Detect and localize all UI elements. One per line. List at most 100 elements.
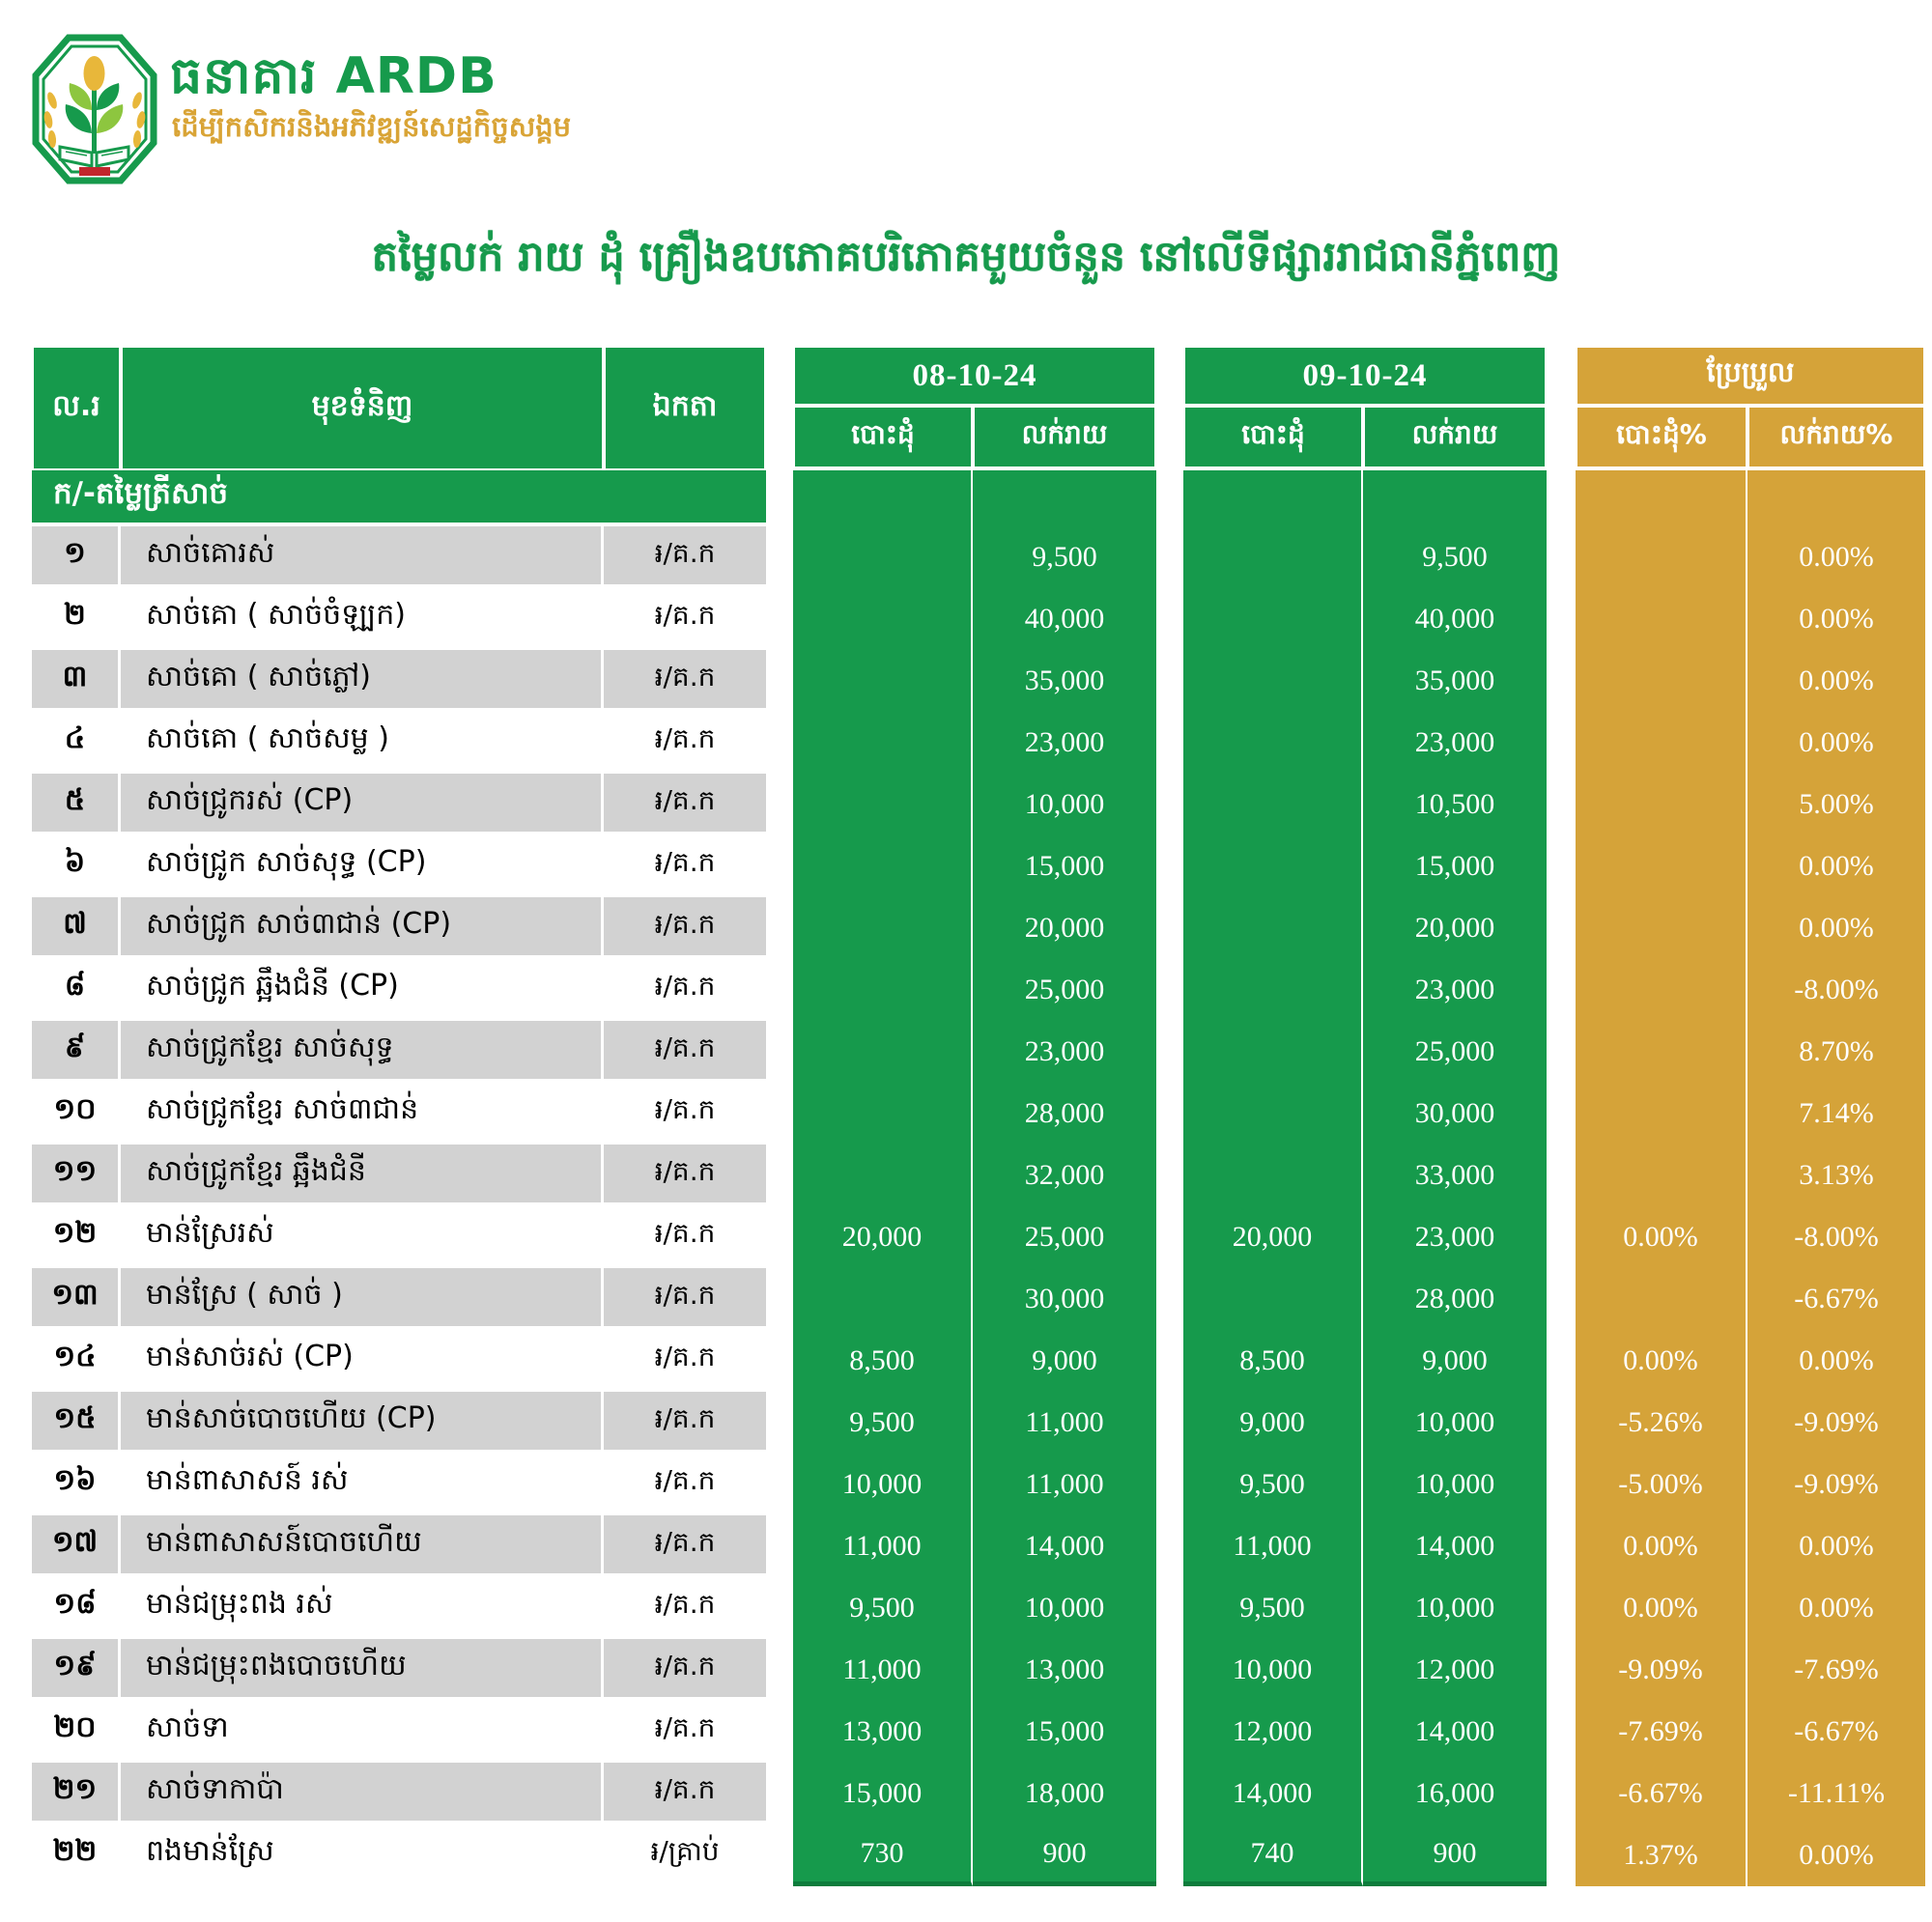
price-d1-retail: 10,000 [973,774,1156,835]
plant-icon [65,56,124,154]
price-d2-wholesale: 8,500 [1183,1330,1363,1392]
price-d1-wholesale: 20,000 [793,1206,973,1268]
product-name: មាន់សាច់បោចហើយ (CP) [121,1392,604,1454]
change-wholesale-pct: 0.00% [1576,1577,1747,1639]
product-name: សាច់ជ្រូកខ្មែរ សាច់សុទ្ធ [121,1021,604,1083]
price-d1-retail: 35,000 [973,650,1156,712]
unit-label: ៛/គ.ក [604,1021,766,1083]
product-name: សាច់ជ្រូក សាច់សុទ្ធ (CP) [121,835,604,897]
price-d2-wholesale [1183,1145,1363,1206]
row-no: ២ [32,588,121,650]
change-wholesale-pct: -6.67% [1576,1763,1747,1824]
unit-label: ៛/គ.ក [604,1763,766,1824]
price-d1-retail: 11,000 [973,1454,1156,1515]
row-no: ២០ [32,1701,121,1763]
price-d1-wholesale [793,588,973,650]
change-retail-pct: 0.00% [1747,526,1925,588]
price-d2-wholesale: 10,000 [1183,1639,1363,1701]
price-d2-wholesale [1183,774,1363,835]
price-d2-retail: 9,500 [1363,526,1547,588]
change-wholesale-pct: -5.00% [1576,1454,1747,1515]
row-no: ១៣ [32,1268,121,1330]
product-name: សាច់ជ្រូក ឆ្អឹងជំនី (CP) [121,959,604,1021]
price-d2-retail: 25,000 [1363,1021,1547,1083]
change-wholesale-pct [1576,650,1747,712]
row-no: ២២ [32,1824,121,1886]
product-name: មាន់ស្រែរស់ [121,1206,604,1268]
price-d1-wholesale: 10,000 [793,1454,973,1515]
price-d1-retail: 23,000 [973,712,1156,774]
price-d2-wholesale [1183,526,1363,588]
product-name: សាច់ទា [121,1701,604,1763]
product-name: សាច់ជ្រូក សាច់៣ជាន់ (CP) [121,897,604,959]
change-retail-pct: -8.00% [1747,959,1925,1021]
price-d1-wholesale [793,835,973,897]
price-d2-wholesale [1183,959,1363,1021]
header-unit: ឯកតា [604,346,766,470]
change-wholesale-pct: -7.69% [1576,1701,1747,1763]
change-retail-pct: -6.67% [1747,1701,1925,1763]
change-wholesale-pct [1576,526,1747,588]
price-d1-wholesale: 15,000 [793,1763,973,1824]
unit-label: ៛/គ.ក [604,835,766,897]
product-name: សាច់ជ្រូកខ្មែរ សាច់៣ជាន់ [121,1083,604,1145]
unit-label: ៛/គ.ក [604,588,766,650]
price-d1-wholesale: 11,000 [793,1515,973,1577]
ardb-logo [31,33,158,185]
price-d1-retail: 11,000 [973,1392,1156,1454]
slab-filler [973,470,1156,526]
change-retail-pct: 0.00% [1747,588,1925,650]
price-d1-retail: 15,000 [973,835,1156,897]
price-d1-retail: 9,500 [973,526,1156,588]
product-name: ពងមាន់ស្រែ [121,1824,604,1886]
unit-label: ៛/គ.ក [604,1330,766,1392]
change-retail-pct: 0.00% [1747,1330,1925,1392]
product-name: មាន់ជម្រុះពង រស់ [121,1577,604,1639]
product-name: មាន់ពាសាសន៍បោចហើយ [121,1515,604,1577]
product-name: សាច់គោ ( សាច់ចំឡ្បក) [121,588,604,650]
row-no: ១២ [32,1206,121,1268]
price-d2-retail: 10,000 [1363,1392,1547,1454]
header-date-1: 08-10-24 [793,346,1156,406]
price-d1-wholesale [793,897,973,959]
price-d1-wholesale [793,712,973,774]
row-no: ៧ [32,897,121,959]
brand-tagline: ដើម្បីកសិករនិងអភិវឌ្ឍន៍សេដ្ឋកិច្ចសង្គម [172,110,572,143]
change-wholesale-pct [1576,712,1747,774]
row-no: ១៩ [32,1639,121,1701]
slab-filler [1183,470,1363,526]
change-wholesale-pct [1576,959,1747,1021]
unit-label: ៛/គ.ក [604,650,766,712]
change-retail-pct: 0.00% [1747,650,1925,712]
product-name: មាន់ស្រែ ( សាច់ ) [121,1268,604,1330]
slab-filler [1363,470,1547,526]
price-d2-retail: 23,000 [1363,1206,1547,1268]
book-icon [58,145,130,168]
price-d1-retail: 18,000 [973,1763,1156,1824]
price-d1-wholesale [793,526,973,588]
price-d2-retail: 10,500 [1363,774,1547,835]
change-retail-pct: 0.00% [1747,712,1925,774]
product-name: សាច់គោ ( សាច់ភ្លៅ) [121,650,604,712]
price-d1-wholesale [793,1145,973,1206]
price-d2-retail: 10,000 [1363,1454,1547,1515]
price-d1-retail: 28,000 [973,1083,1156,1145]
price-d1-retail: 10,000 [973,1577,1156,1639]
change-wholesale-pct [1576,1268,1747,1330]
price-d1-wholesale [793,1021,973,1083]
price-d2-wholesale: 9,500 [1183,1454,1363,1515]
product-name: សាច់គោរស់ [121,526,604,588]
price-d2-retail: 20,000 [1363,897,1547,959]
change-wholesale-pct: 0.00% [1576,1515,1747,1577]
price-d2-retail: 23,000 [1363,959,1547,1021]
unit-label: ៛/គ.ក [604,1392,766,1454]
unit-label: ៛/គ.ក [604,1577,766,1639]
price-d1-retail: 9,000 [973,1330,1156,1392]
price-d2-wholesale: 9,500 [1183,1577,1363,1639]
price-d2-wholesale: 740 [1183,1824,1363,1886]
unit-label: ៛/គ.ក [604,1639,766,1701]
row-no: ១ [32,526,121,588]
price-d2-wholesale [1183,835,1363,897]
unit-label: ៛/គ.ក [604,526,766,588]
